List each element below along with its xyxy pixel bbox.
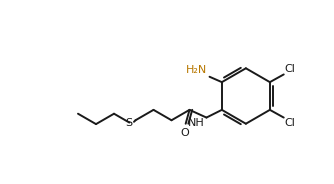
Text: Cl: Cl: [285, 64, 295, 74]
Text: S: S: [125, 118, 132, 128]
Text: NH: NH: [188, 118, 205, 128]
Text: Cl: Cl: [285, 118, 295, 128]
Text: H₂N: H₂N: [186, 65, 207, 75]
Text: O: O: [180, 128, 189, 138]
